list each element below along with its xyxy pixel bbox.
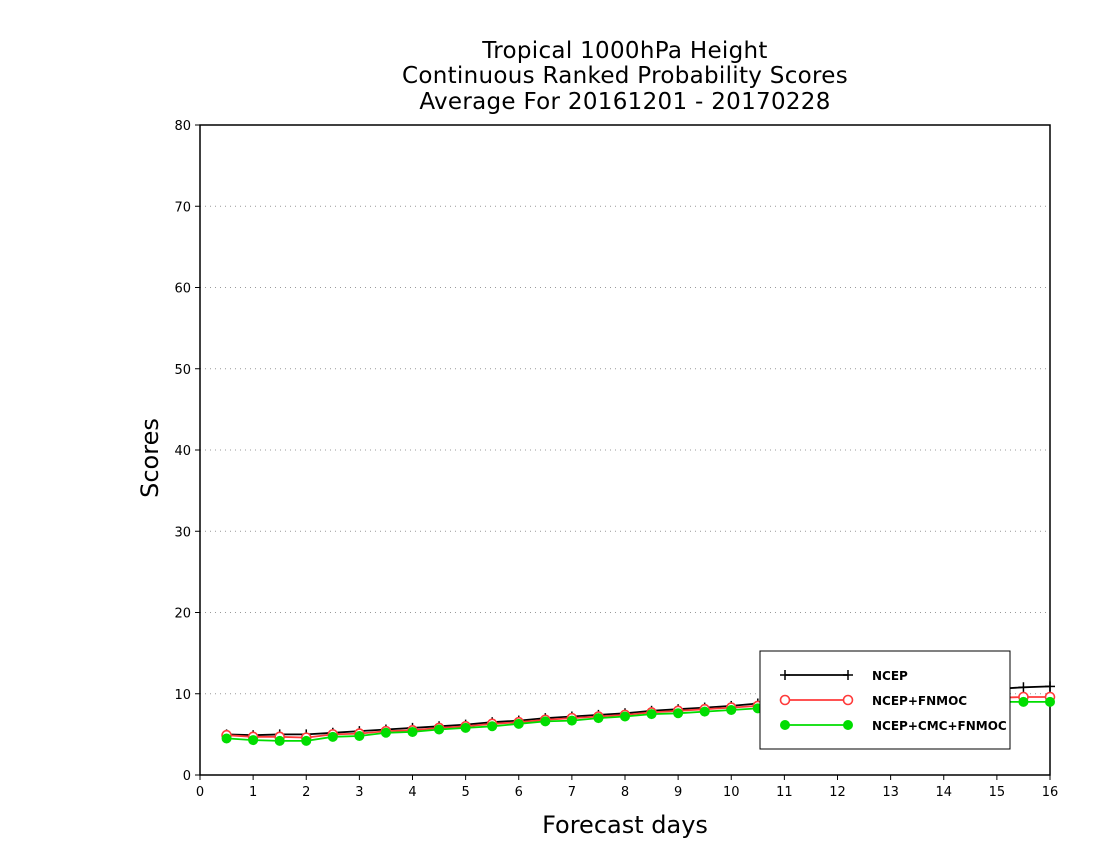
chart-title-line-2: Continuous Ranked Probability Scores <box>401 63 848 89</box>
legend-label: NCEP+CMC+FNMOC <box>872 719 1007 733</box>
data-point-filled-circle <box>354 731 365 741</box>
legend-item-1: NCEP+FNMOC <box>779 694 967 708</box>
data-point-filled-circle <box>726 705 737 715</box>
data-point-filled-circle <box>620 711 630 722</box>
data-point-filled-circle <box>221 733 232 744</box>
data-point-filled-circle <box>513 718 524 729</box>
y-axis: 0 10 20 30 40 50 60 70 80 <box>174 119 200 784</box>
data-point-filled-circle <box>1045 696 1055 707</box>
data-point-plus <box>843 670 853 680</box>
y-axis-title: Scores <box>136 418 164 498</box>
data-point-plus <box>1045 681 1055 692</box>
x-axis-title: Forecast days <box>542 811 708 839</box>
x-tick-label: 8 <box>621 785 629 800</box>
x-tick-label: 1 <box>249 785 257 800</box>
x-tick-label: 9 <box>674 785 682 800</box>
x-axis: 0 1 2 3 4 5 6 7 8 9 10 11 12 13 14 15 16 <box>196 775 1058 800</box>
legend-item-0: NCEP <box>780 669 908 683</box>
x-tick-label: 16 <box>1042 785 1059 800</box>
chart-title-line-3: Average For 20161201 - 20170228 <box>419 89 831 115</box>
grid-lines <box>200 205 1050 695</box>
data-point-filled-circle <box>540 716 551 727</box>
y-tick-label: 0 <box>183 769 191 784</box>
legend-item-2: NCEP+CMC+FNMOC <box>780 719 1007 733</box>
data-point-filled-circle <box>699 706 710 717</box>
x-tick-label: 2 <box>302 785 310 800</box>
data-point-filled-circle <box>566 715 577 726</box>
x-tick-label: 3 <box>355 785 363 800</box>
x-tick-label: 5 <box>461 785 469 800</box>
data-point-filled-circle <box>460 722 471 733</box>
data-point-filled-circle <box>434 724 445 735</box>
x-tick-label: 11 <box>776 785 793 800</box>
y-tick-label: 50 <box>174 363 191 378</box>
data-point-filled-circle <box>593 713 604 724</box>
x-tick-label: 4 <box>408 785 416 800</box>
x-tick-label: 12 <box>829 785 846 800</box>
legend-label: NCEP <box>872 669 908 683</box>
data-point-filled-circle <box>843 720 853 730</box>
legend-label: NCEP+FNMOC <box>872 694 967 708</box>
data-point-filled-circle <box>380 727 391 738</box>
data-point-filled-circle <box>646 709 657 720</box>
legend: NCEP NCEP+FNMOC NCEP+CMC+FNMOC <box>759 650 1011 750</box>
y-tick-label: 80 <box>174 119 191 134</box>
data-point-plus <box>780 670 790 680</box>
y-tick-label: 10 <box>174 688 191 703</box>
x-tick-label: 6 <box>515 785 523 800</box>
data-point-filled-circle <box>327 731 338 742</box>
data-point-open-circle <box>779 694 791 706</box>
data-point-filled-circle <box>487 721 498 732</box>
y-tick-label: 40 <box>174 444 191 459</box>
y-tick-label: 30 <box>174 525 191 540</box>
x-tick-label: 0 <box>196 785 204 800</box>
data-point-filled-circle <box>673 708 684 719</box>
data-point-filled-circle <box>1018 696 1029 707</box>
data-point-open-circle <box>842 694 854 706</box>
data-point-filled-circle <box>274 735 285 746</box>
y-tick-label: 70 <box>174 200 191 215</box>
x-tick-label: 15 <box>989 785 1006 800</box>
data-point-filled-circle <box>407 726 418 737</box>
y-tick-label: 60 <box>174 282 191 297</box>
x-tick-label: 13 <box>882 785 899 800</box>
chart-title-line-1: Tropical 1000hPa Height <box>482 38 768 64</box>
x-tick-label: 7 <box>568 785 576 800</box>
data-point-filled-circle <box>301 735 312 746</box>
data-point-plus <box>1018 682 1029 693</box>
x-tick-label: 14 <box>935 785 952 800</box>
x-tick-label: 10 <box>723 785 740 800</box>
y-tick-label: 20 <box>174 607 191 622</box>
data-point-filled-circle <box>248 735 259 746</box>
data-point-filled-circle <box>780 720 790 730</box>
